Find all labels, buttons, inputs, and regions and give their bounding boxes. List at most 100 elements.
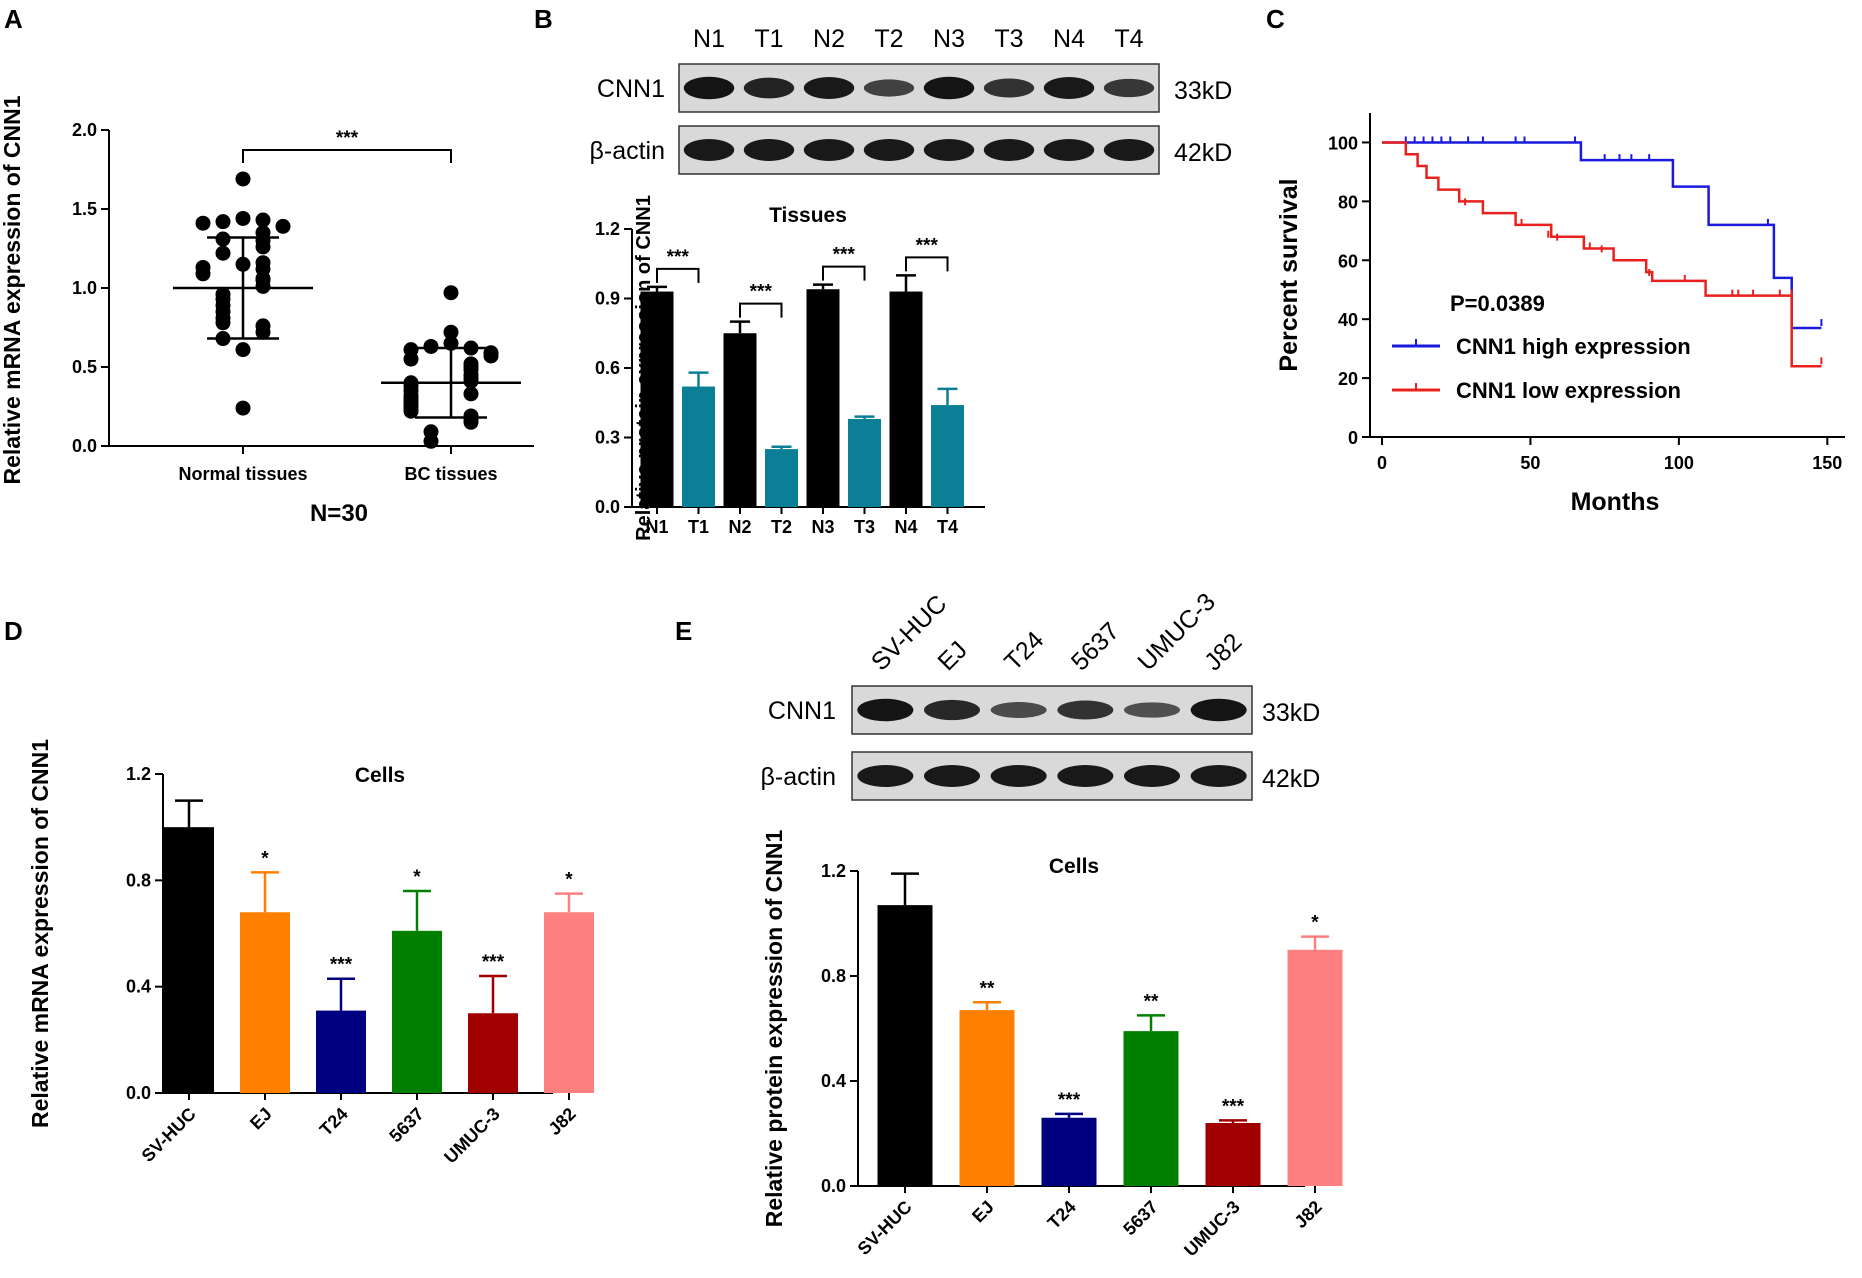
chart-a-point bbox=[255, 324, 271, 340]
panel-e-blot-row-label: β-actin bbox=[760, 763, 836, 791]
chart-b-x-tick-label: T4 bbox=[937, 517, 958, 537]
panel-d-label: D bbox=[4, 616, 23, 646]
chart-b-y-tick-label: 0.6 bbox=[595, 358, 620, 378]
chart-b-bar bbox=[682, 386, 715, 507]
chart-d-x-tick-label: 5637 bbox=[385, 1104, 427, 1146]
chart-b-sig-stars: *** bbox=[667, 247, 690, 268]
chart-e-y-tick-label: 1.2 bbox=[821, 861, 846, 881]
chart-c-series-line bbox=[1382, 141, 1822, 330]
chart-b-sig-bracket bbox=[739, 302, 783, 318]
chart-d-x-tick-label: UMUC-3 bbox=[440, 1104, 504, 1168]
panel-e-blot-row-label: CNN1 bbox=[768, 697, 836, 725]
chart-b-sig-bracket bbox=[905, 256, 949, 272]
chart-d-sig-stars: * bbox=[413, 867, 421, 888]
panel-a-subtitle: N=30 bbox=[310, 500, 368, 527]
panel-b-blot-lane-label: N2 bbox=[813, 25, 845, 53]
chart-b-title: Tissues bbox=[769, 204, 847, 227]
chart-e-x-tick-label: 5637 bbox=[1119, 1197, 1161, 1239]
chart-a-point bbox=[215, 214, 231, 230]
chart-e-bar bbox=[1205, 1123, 1261, 1186]
panel-e-blot-lane-label: T24 bbox=[999, 626, 1049, 676]
chart-d-y-tick-label: 0.0 bbox=[126, 1083, 151, 1103]
panel-e-blot-band bbox=[1190, 765, 1247, 787]
panel-e-blot-strip bbox=[851, 751, 1253, 801]
panel-b-blot-band bbox=[863, 79, 915, 97]
panel-b-blot-lane-label: T1 bbox=[754, 25, 783, 53]
chart-c-x-tick-label: 0 bbox=[1377, 453, 1387, 473]
panel-b-blot-size-label: 42kD bbox=[1174, 139, 1232, 167]
chart-b-x-tick-label: T3 bbox=[854, 517, 875, 537]
chart-b-y-tick-label: 0.3 bbox=[595, 428, 620, 448]
panel-b-blot-band bbox=[683, 76, 735, 100]
chart-a-point bbox=[215, 231, 231, 247]
chart-d-sig-stars: *** bbox=[482, 952, 505, 973]
chart-d-y-axis-label: Relative mRNA expression of CNN1 bbox=[27, 739, 53, 1128]
panel-b-blot-band bbox=[803, 77, 855, 99]
chart-a-point bbox=[423, 433, 439, 449]
chart-b-x-tick-label: T1 bbox=[688, 517, 709, 537]
chart-a-point bbox=[235, 342, 251, 358]
panel-e-blot-band bbox=[924, 765, 980, 787]
chart-d-sig-stars: * bbox=[261, 848, 269, 869]
chart-d-sig-stars: *** bbox=[330, 955, 353, 976]
panel-b-blot-band bbox=[1103, 78, 1155, 98]
chart-b-x-tick-label: N3 bbox=[811, 517, 834, 537]
chart-b-bar bbox=[640, 291, 674, 507]
chart-c-x-tick-label: 150 bbox=[1812, 453, 1842, 473]
chart-e-bar bbox=[1123, 1031, 1179, 1186]
panel-e-blot-band bbox=[857, 698, 914, 722]
chart-d-bar bbox=[468, 1013, 518, 1093]
chart-a-x-tick-label: Normal tissues bbox=[178, 464, 307, 484]
chart-d-x-tick-label: EJ bbox=[246, 1104, 276, 1134]
chart-c-y-tick-label: 40 bbox=[1338, 310, 1358, 330]
panel-e-blot-size-label: 33kD bbox=[1262, 699, 1320, 727]
chart-b-x-tick-label: T2 bbox=[771, 517, 792, 537]
chart-b-sig-stars: *** bbox=[833, 245, 856, 266]
chart-e-x-tick-label: EJ bbox=[968, 1197, 998, 1227]
panel-b-blot-band bbox=[743, 77, 795, 99]
chart-a-point bbox=[483, 348, 499, 364]
chart-a-point bbox=[463, 386, 479, 402]
panel-b-blot-lane-label: T2 bbox=[874, 25, 903, 53]
panel-b-blot-row-label: β-actin bbox=[589, 137, 665, 165]
panel-e-blot-lane-label: J82 bbox=[1199, 628, 1247, 676]
chart-b-y-tick-label: 0.0 bbox=[595, 497, 620, 517]
panel-e-blot-band bbox=[990, 765, 1047, 787]
chart-b-sig-bracket bbox=[656, 267, 700, 283]
chart-d-y-tick-label: 1.2 bbox=[126, 764, 151, 784]
panel-e-blot-band bbox=[1124, 765, 1180, 787]
panel-b-blot-row-label: CNN1 bbox=[597, 75, 665, 103]
chart-c-y-axis-label: Percent survival bbox=[1275, 178, 1303, 371]
panel-b-blot-band bbox=[1103, 139, 1155, 161]
chart-d-bar bbox=[392, 930, 442, 1093]
chart-c-legend-label: CNN1 low expression bbox=[1456, 378, 1681, 403]
chart-a-sig-bracket bbox=[242, 149, 452, 163]
panel-b-blot-lane-label: N3 bbox=[933, 25, 965, 53]
chart-d-sig-stars: * bbox=[565, 870, 573, 891]
chart-a-point bbox=[215, 245, 231, 261]
chart-b-sig-stars: *** bbox=[750, 282, 773, 303]
chart-e-bar bbox=[1287, 949, 1343, 1186]
panel-b-blot-band bbox=[1043, 77, 1095, 99]
panel-e-label: E bbox=[675, 616, 692, 646]
chart-a-point bbox=[235, 210, 251, 226]
chart-a-point bbox=[443, 285, 459, 301]
chart-a-y-tick-label: 1.0 bbox=[72, 278, 97, 298]
chart-e-y-axis-label: Relative protein expression of CNN1 bbox=[761, 830, 787, 1228]
chart-e-x-tick-label: T24 bbox=[1044, 1197, 1080, 1233]
chart-a-y-tick-label: 1.5 bbox=[72, 199, 97, 219]
panel-b-blot-band bbox=[1043, 139, 1095, 161]
chart-e-sig-stars: *** bbox=[1222, 1096, 1245, 1117]
chart-e-y-tick-label: 0.0 bbox=[821, 1176, 846, 1196]
chart-d-y-tick-label: 0.4 bbox=[126, 977, 151, 997]
panel-c-pvalue: P=0.0389 bbox=[1450, 291, 1545, 316]
chart-c-y-tick-label: 100 bbox=[1328, 133, 1358, 153]
chart-c-x-tick-label: 100 bbox=[1664, 453, 1694, 473]
chart-e-bar bbox=[1041, 1117, 1097, 1186]
panel-b-blot-lane-label: N1 bbox=[693, 25, 725, 53]
panel-e-blot-band bbox=[1057, 700, 1114, 720]
chart-b-bar bbox=[806, 289, 840, 507]
chart-c-y-tick-label: 20 bbox=[1338, 369, 1358, 389]
panel-e-blot-band bbox=[924, 699, 980, 721]
